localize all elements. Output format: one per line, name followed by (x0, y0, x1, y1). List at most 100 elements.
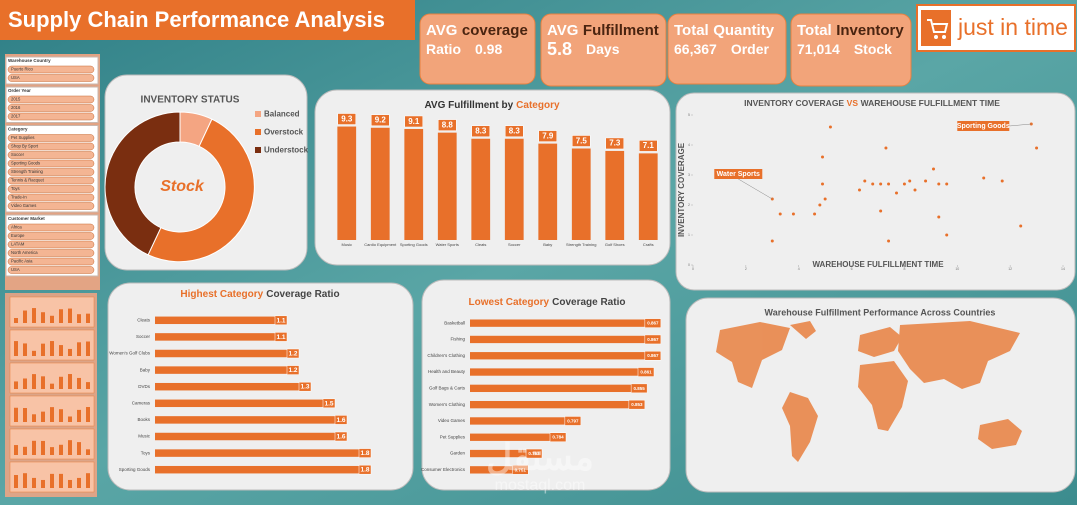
sparkline-bar (59, 309, 63, 323)
bar (471, 138, 491, 240)
annotation: Water Sports (717, 171, 760, 178)
value-label-box (334, 431, 348, 442)
kpi-value-part: Days (586, 41, 620, 57)
value-label-box (286, 365, 300, 375)
sparkline-bar (14, 341, 18, 356)
title: Highest Category Coverage Ratio (180, 289, 339, 300)
value-label-box (505, 125, 524, 137)
slicer-item[interactable]: 2015 (7, 95, 95, 104)
value-label-box (358, 448, 372, 458)
slicer-item[interactable]: Sporting Goods (7, 159, 95, 168)
legend-swatch (255, 147, 261, 153)
sparkline-bar (86, 382, 90, 389)
slicer-title: Customer Market (8, 216, 45, 221)
kpi-value-part: 5.8 (547, 39, 572, 59)
value-label: 0.867 (647, 353, 659, 358)
sparkline-bar (77, 409, 81, 422)
slicer-item[interactable]: Pet Supplies (7, 134, 95, 142)
slicer-item-label: USA (11, 75, 20, 80)
slicer-item[interactable]: Pacific Asia (7, 257, 95, 266)
sparkline-bar (50, 447, 54, 455)
x-tick-label: 0 (692, 267, 694, 271)
slicer-item[interactable]: 2017 (7, 112, 95, 121)
y-tick-label: Women's Clothing (429, 402, 466, 407)
bar (155, 366, 299, 374)
slicer-item[interactable]: USA (7, 266, 95, 274)
sparkline-bar (32, 350, 36, 356)
scatter-point (937, 215, 941, 219)
title-part: AVG (547, 22, 578, 39)
donut-slice (104, 111, 181, 256)
slicer-item[interactable]: Strength Training (7, 168, 95, 176)
slicer-item[interactable]: Tennis & Racquet (7, 176, 95, 185)
legend-swatch (255, 111, 261, 117)
bar (155, 349, 299, 358)
slicer-button (7, 193, 95, 202)
bar (470, 449, 542, 458)
bar (155, 432, 347, 441)
bar (337, 126, 357, 240)
title-part: INVENTORY COVERAGE (744, 98, 844, 108)
slicer-item[interactable]: North America (7, 249, 95, 257)
slicer-item[interactable]: Shop By Sport (7, 142, 95, 151)
slicer-item[interactable]: Africa (7, 223, 95, 232)
slicer-item-label: Africa (11, 225, 22, 230)
value-label: 1.8 (360, 467, 369, 474)
slicer-item[interactable]: USA (7, 74, 95, 82)
annotation-box (714, 169, 763, 179)
value-label: 0.784 (552, 435, 564, 440)
title: Lowest Category Coverage Ratio (469, 297, 626, 308)
dashboard-title: Supply Chain Performance Analysis (8, 7, 385, 32)
slicer-item[interactable]: Europe (7, 232, 95, 240)
x-tick-label: Golf Shoes (605, 242, 625, 247)
slicer-item[interactable]: Toys (7, 185, 95, 193)
logo-text: just in time (957, 14, 1068, 40)
x-tick-label: 10 (955, 267, 959, 271)
y-tick-label: Garden (450, 451, 466, 456)
bar (571, 148, 591, 240)
title-part: Category (516, 100, 560, 111)
slicer-item[interactable]: 2016 (7, 104, 95, 112)
sparkline-bar (23, 473, 27, 488)
sparkline-bar (68, 416, 72, 422)
bar (605, 150, 625, 240)
value-label: 0.853 (631, 402, 643, 407)
y-tick-label: Video Games (438, 418, 466, 423)
value-label-box (471, 125, 490, 137)
y-tick-label: 0 (688, 263, 690, 267)
scatter-point (924, 179, 928, 183)
slicer-item[interactable]: Puerto Rico (7, 65, 95, 74)
watermark: مستقل (486, 437, 594, 478)
sparkline-bar (41, 376, 45, 389)
slicer-button (7, 142, 95, 151)
africa (858, 361, 908, 431)
title: INVENTORY COVERAGE VS WAREHOUSE FULFILLMEN… (744, 98, 1000, 108)
slicer-item[interactable]: Soccer (7, 151, 95, 159)
sparkline-bar (50, 473, 54, 488)
slicer-item[interactable]: LATAM (7, 240, 95, 249)
value-label: 8.3 (475, 127, 487, 136)
value-label-box (337, 113, 356, 125)
sparkline-bar (86, 473, 90, 488)
y-tick-label: Fishing (450, 337, 465, 342)
scatter-point (1000, 179, 1004, 183)
x-tick-label: Baby (543, 242, 552, 247)
kpi-value-part: Stock (854, 41, 892, 57)
scatter-point (818, 203, 822, 207)
slicer-item[interactable]: Video Games (7, 202, 95, 210)
value-label: 0.855 (634, 386, 646, 391)
scatter-point (1019, 224, 1023, 228)
sparkline-bar (32, 308, 36, 323)
scatter-point (879, 182, 883, 186)
slicer-item[interactable]: Trade-In (7, 193, 95, 202)
value-label: 1.6 (336, 417, 345, 424)
x-tick-label: 2 (745, 267, 747, 271)
title-part: Inventory (836, 22, 904, 39)
scatter-point (982, 176, 986, 180)
bar (470, 433, 566, 441)
scatter-point (902, 182, 906, 186)
y-tick-label: 2 (688, 203, 690, 207)
value-label-box (605, 137, 624, 150)
scatter-point (863, 179, 867, 183)
sparkline-bar (50, 383, 54, 389)
